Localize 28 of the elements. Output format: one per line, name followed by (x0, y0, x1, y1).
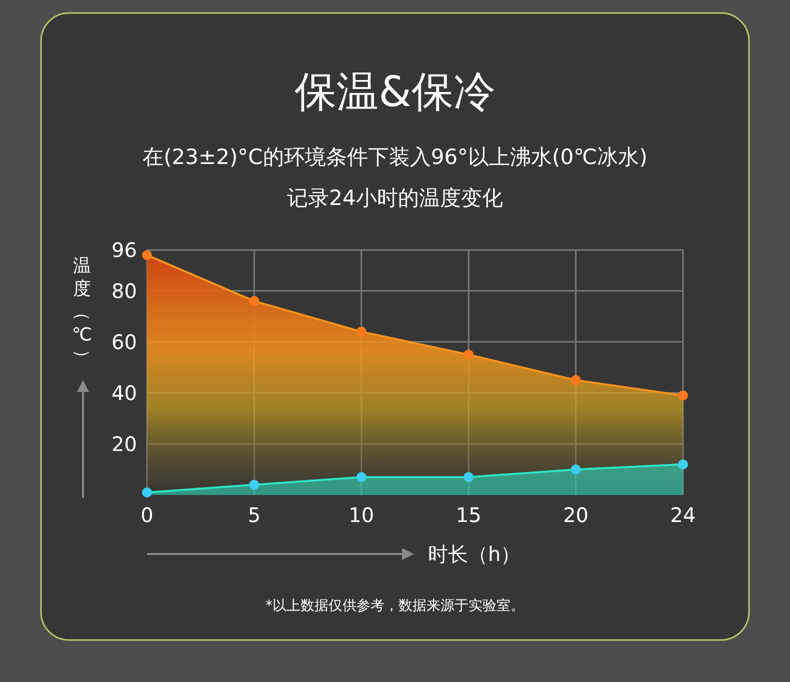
y-tick-label: 80 (112, 278, 137, 303)
point (570, 375, 581, 386)
y-tick-label: 60 (112, 330, 137, 354)
x-axis-title: 时长（h） (428, 542, 521, 566)
point (464, 350, 474, 360)
text: *以上数据仅供参考，数据来源于实验室。 (266, 598, 524, 614)
point (678, 459, 688, 470)
y-tick-label: 40 (112, 380, 137, 405)
point (356, 472, 366, 482)
x-tick-label: 24 (670, 503, 696, 527)
x-tick-label: 15 (456, 503, 482, 527)
point (249, 480, 260, 490)
point (142, 487, 152, 498)
x-tick-label: 5 (248, 503, 261, 527)
point (464, 472, 474, 482)
x-tick-label: 0 (140, 503, 154, 527)
point (142, 250, 152, 260)
y-tick-label: 20 (112, 432, 137, 456)
chart-title: 保温&保冷 (294, 67, 496, 116)
x-tick-label: 10 (348, 503, 374, 527)
point (356, 326, 366, 337)
chart-subtitle: 在(23±2)°C的环境条件下装入96°以上沸水(0℃冰水) 记录24小时的温度变化 (142, 145, 648, 210)
y-tick-label: 96 (112, 238, 137, 262)
point (249, 296, 260, 306)
point (570, 464, 581, 474)
x-tick-label: 20 (563, 503, 589, 527)
point (678, 390, 688, 400)
y-axis-title: 温度（℃） (72, 256, 92, 367)
